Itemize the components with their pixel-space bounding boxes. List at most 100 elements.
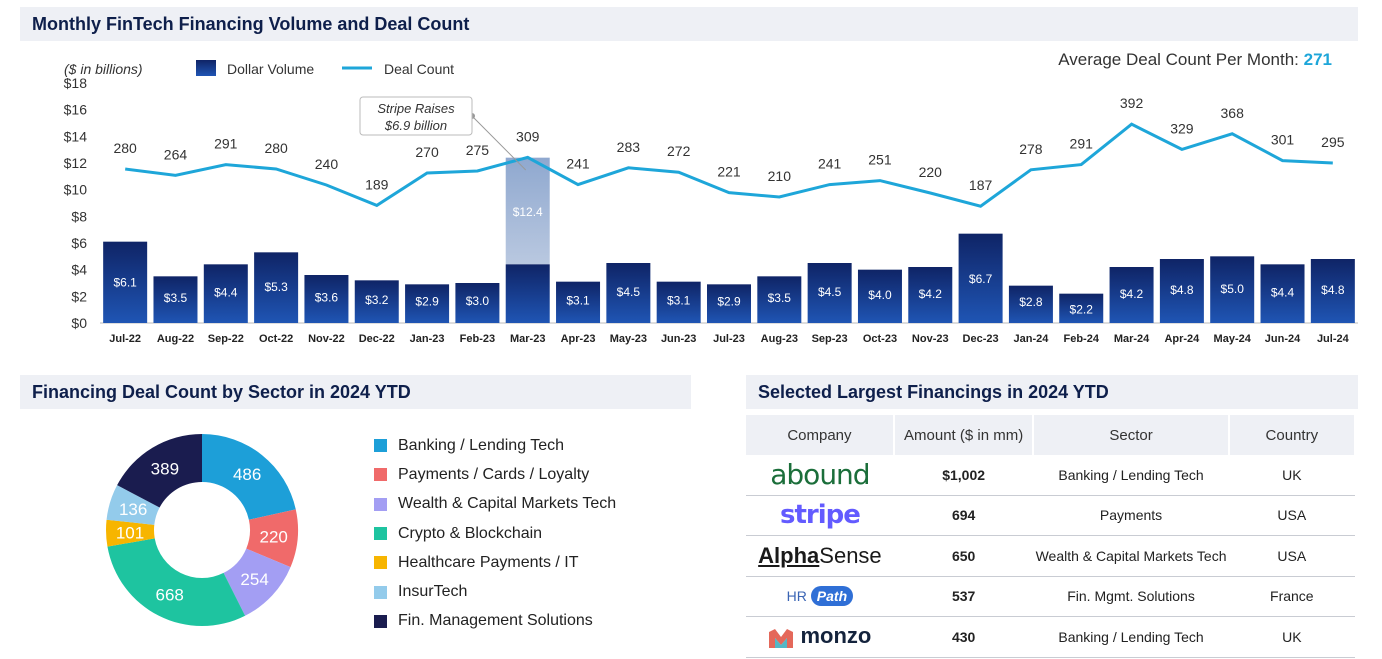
- bar: [254, 252, 299, 323]
- deal-count-label: 210: [768, 168, 792, 184]
- bar: [908, 267, 953, 323]
- legend-label: Wealth & Capital Markets Tech: [398, 495, 617, 513]
- legend-label: Crypto & Blockchain: [398, 524, 543, 542]
- sector-cell: Banking / Lending Tech: [1033, 455, 1229, 496]
- x-tick-label: Jul-23: [713, 333, 745, 345]
- legend-swatch: [374, 556, 387, 570]
- deal-count-label: 272: [667, 143, 691, 159]
- bar: [1059, 293, 1104, 323]
- x-tick-label: Apr-24: [1164, 333, 1200, 345]
- amount-cell: 430: [893, 616, 1034, 658]
- legend-label: Banking / Lending Tech: [398, 436, 565, 454]
- amount-cell: 537: [893, 576, 1034, 617]
- y-tick-label: $6: [71, 235, 87, 251]
- bar: [958, 233, 1003, 323]
- bar-value-label: $2.2: [1070, 303, 1094, 317]
- legend-label: Payments / Cards / Loyalty: [398, 465, 590, 483]
- bar-value-label: $3.2: [365, 293, 389, 307]
- abound-logo: abound: [770, 458, 870, 492]
- deal-count-label: 187: [969, 177, 993, 193]
- bar: [304, 275, 349, 323]
- amount-cell: 694: [893, 495, 1034, 536]
- y-tick-label: $10: [64, 182, 88, 198]
- monzo-m-icon: [769, 629, 794, 649]
- sector-donut-chart: 486 220 254 668 101 136 389: [105, 434, 298, 626]
- donut-slice: [202, 434, 296, 520]
- average-deal-count-value: 271: [1303, 50, 1332, 69]
- x-tick-label: Nov-22: [308, 333, 345, 345]
- legend-swatch-dollar-volume: [196, 60, 216, 76]
- bar-value-label: $4.2: [919, 287, 943, 301]
- amount-cell: $1,002: [893, 455, 1034, 496]
- sector-section-header: Financing Deal Count by Sector in 2024 Y…: [20, 375, 691, 409]
- donut-slice: [223, 548, 291, 616]
- col-amount: Amount ($ in mm): [893, 415, 1035, 455]
- deal-count-label: 301: [1271, 132, 1295, 148]
- bar: [606, 263, 651, 323]
- sector-cell: Banking / Lending Tech: [1033, 616, 1229, 658]
- donut-slice-label: 668: [155, 585, 183, 604]
- legend-swatch: [374, 614, 387, 628]
- donut-slice: [117, 434, 202, 508]
- x-tick-label: Jun-24: [1265, 333, 1301, 345]
- bar: [1310, 259, 1355, 323]
- bar-value-label: $2.8: [1019, 295, 1043, 309]
- donut-slice-label: 220: [260, 528, 288, 547]
- bar-value-label: $3.6: [315, 290, 339, 304]
- bar-value-label: $5.0: [1221, 282, 1245, 296]
- x-tick-label: Sep-23: [812, 333, 848, 345]
- financings-title: Selected Largest Financings in 2024 YTD: [758, 382, 1109, 402]
- x-tick-label: Aug-23: [761, 333, 798, 345]
- y-tick-label: $16: [64, 102, 88, 118]
- bar-value-label: $2.9: [415, 295, 439, 309]
- alphasense-logo-part-a: Alpha: [758, 542, 820, 568]
- average-deal-count: Average Deal Count Per Month: 271: [1058, 50, 1332, 70]
- x-tick-label: Jul-24: [1317, 333, 1350, 345]
- table-row: stripe 694 Payments USA: [746, 495, 1355, 536]
- deal-count-label: 251: [868, 152, 892, 168]
- bar-value-label: $4.4: [1271, 286, 1295, 300]
- company-logo-alphasense: AlphaSense: [746, 535, 894, 577]
- annotation-line-2: $6.9 billion: [384, 118, 447, 133]
- deal-count-label: 280: [264, 140, 288, 156]
- bar-value-label: $4.4: [214, 286, 238, 300]
- deal-count-label: 240: [315, 156, 339, 172]
- bar-value-label: $6.1: [113, 275, 137, 289]
- x-tick-label: Oct-23: [863, 333, 897, 345]
- legend-item: Crypto & Blockchain: [374, 519, 616, 548]
- y-tick-label: $14: [64, 128, 88, 144]
- deal-count-label: 291: [1070, 136, 1094, 152]
- y-tick-label: $2: [71, 288, 87, 304]
- bar: [354, 280, 399, 323]
- bar: [103, 241, 148, 323]
- table-row: HR Path 537 Fin. Mgmt. Solutions France: [746, 576, 1355, 617]
- hrpath-logo-part-a: HR: [786, 588, 807, 605]
- sector-cell: Fin. Mgmt. Solutions: [1033, 576, 1229, 617]
- donut-slice-label: 101: [116, 523, 144, 542]
- legend-item: Healthcare Payments / IT: [374, 548, 616, 577]
- x-tick-label: Apr-23: [561, 333, 596, 345]
- col-company: Company: [746, 415, 895, 455]
- x-tick-label: Feb-23: [460, 333, 495, 345]
- financings-table: Company Amount ($ in mm) Sector Country …: [746, 415, 1357, 658]
- donut-slice-label: 136: [119, 500, 147, 519]
- x-tick-label: Sep-22: [208, 333, 244, 345]
- legend-swatch: [374, 468, 387, 482]
- deal-count-label: 275: [466, 142, 490, 158]
- x-tick-label: Dec-22: [359, 333, 395, 345]
- bar: [455, 283, 500, 323]
- bar: [556, 281, 601, 323]
- legend-item: Wealth & Capital Markets Tech: [374, 490, 616, 519]
- legend-label-deal-count: Deal Count: [384, 61, 454, 77]
- top-chart-title: Monthly FinTech Financing Volume and Dea…: [32, 14, 470, 34]
- deal-count-label: 283: [617, 139, 641, 155]
- legend-item: InsurTech: [374, 577, 616, 606]
- y-tick-label: $12: [64, 155, 88, 171]
- annotation-box: [359, 96, 473, 136]
- deal-count-label: 392: [1120, 95, 1144, 111]
- donut-slice-label: 389: [151, 459, 179, 478]
- donut-slice-label: 486: [233, 465, 261, 484]
- bar-value-label: $4.5: [818, 285, 842, 299]
- legend-swatch: [374, 439, 387, 453]
- deal-count-label: 295: [1321, 134, 1345, 150]
